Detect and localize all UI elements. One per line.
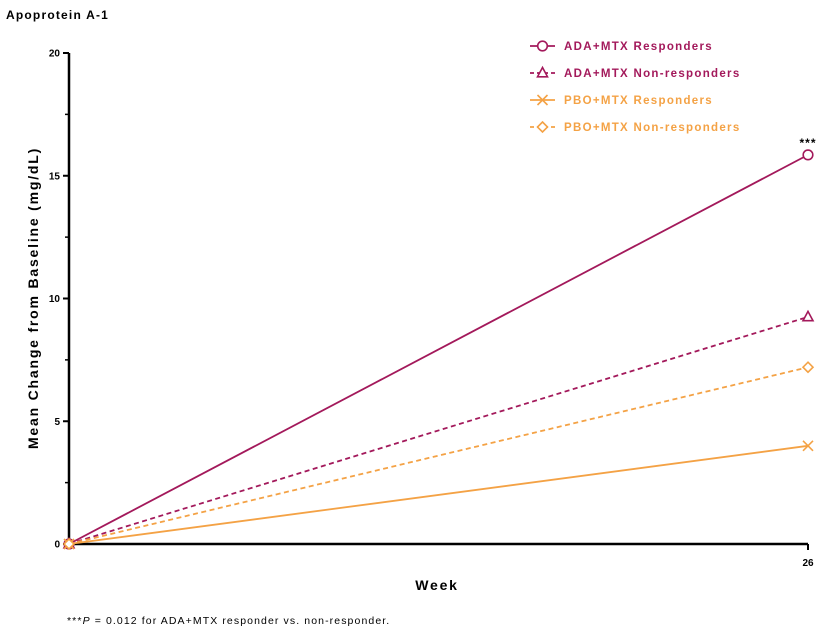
series-layer <box>62 149 815 551</box>
series-3-point-2 <box>802 440 814 452</box>
footnote: ***P = 0.012 for ADA+MTX responder vs. n… <box>67 615 390 627</box>
series-line-3 <box>68 444 809 545</box>
series-line-2 <box>68 316 809 545</box>
legend-item-4: PBO+MTX Non-responders <box>530 120 741 134</box>
footnote-p: P <box>83 615 91 627</box>
series-line-4 <box>68 366 809 545</box>
series-3-point-2-stroke-b <box>802 440 814 452</box>
chart-title: Apoprotein A-1 <box>6 8 109 22</box>
series-4-point-1 <box>62 537 76 551</box>
footnote-stars: *** <box>67 615 83 627</box>
legend-item-2: ADA+MTX Non-responders <box>530 65 741 80</box>
legend-label-1: ADA+MTX Responders <box>564 41 713 53</box>
series-4 <box>62 361 815 551</box>
legend: ADA+MTX Responders ADA+MTX Non-responders… <box>530 40 741 134</box>
series-4-point-2 <box>801 361 815 374</box>
legend-label-2: ADA+MTX Non-responders <box>564 68 741 80</box>
y-axis-title: Mean Change from Baseline (mg/dL) <box>25 147 41 449</box>
legend-swatch-marker-4 <box>536 120 549 134</box>
series-2-point-2 <box>801 309 815 322</box>
legend-label-4: PBO+MTX Non-responders <box>564 122 741 134</box>
y-tick-label-0: 0 <box>54 540 60 551</box>
x-axis-title: Week <box>415 577 459 593</box>
x-tick-label-26: 26 <box>802 558 814 569</box>
legend-swatch-marker-1 <box>536 40 549 52</box>
y-tick-label-15: 15 <box>49 171 61 182</box>
series-line-1 <box>68 154 809 545</box>
legend-item-3: PBO+MTX Responders <box>530 94 713 107</box>
y-tick-label-5: 5 <box>54 417 60 428</box>
series-2 <box>62 309 815 549</box>
series-3 <box>63 440 814 550</box>
legend-swatch-marker-3 <box>536 94 549 106</box>
legend-item-1: ADA+MTX Responders <box>530 40 713 53</box>
footnote-text: = 0.012 for ADA+MTX responder vs. non-re… <box>91 615 391 627</box>
series-1 <box>63 149 814 550</box>
series-1-point-2 <box>802 149 814 161</box>
axes: 0 5 10 15 20 26 <box>49 49 814 570</box>
annotation-layer: *** <box>799 136 816 150</box>
y-tick-label-20: 20 <box>49 49 61 60</box>
legend-label-3: PBO+MTX Responders <box>564 95 713 107</box>
legend-swatch-marker-2 <box>536 65 549 78</box>
significance-annotation-1: *** <box>799 136 816 150</box>
legend-swatch-marker-3-stroke-b <box>536 94 549 106</box>
y-tick-label-10: 10 <box>49 294 61 305</box>
